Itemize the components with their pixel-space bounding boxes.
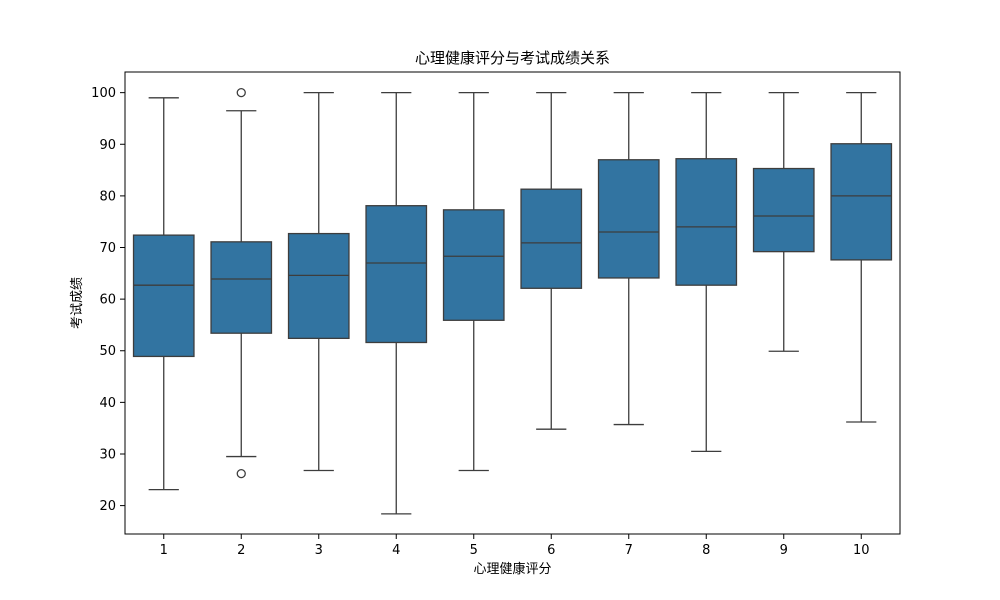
box-group xyxy=(597,91,660,426)
box-group xyxy=(442,91,505,472)
x-tick-label: 8 xyxy=(702,543,710,558)
iqr-box xyxy=(132,234,195,358)
x-tick-label: 6 xyxy=(547,543,555,558)
x-tick-label: 4 xyxy=(392,543,400,558)
box-group xyxy=(365,91,428,515)
box-group xyxy=(132,97,195,491)
box-group xyxy=(675,91,738,453)
x-tick-label: 2 xyxy=(237,543,245,558)
y-tick-label: 100 xyxy=(91,86,116,101)
iqr-box xyxy=(675,158,738,286)
plot-boxes xyxy=(132,87,893,515)
iqr-box xyxy=(365,205,428,344)
x-tick-label: 10 xyxy=(853,543,870,558)
box-group xyxy=(520,91,583,430)
y-tick-label: 60 xyxy=(99,293,116,308)
iqr-box xyxy=(830,143,893,261)
y-tick-label: 40 xyxy=(99,396,116,411)
x-tick-label: 1 xyxy=(160,543,168,558)
iqr-box xyxy=(520,188,583,289)
box-group xyxy=(830,91,893,423)
y-tick-label: 70 xyxy=(99,241,116,256)
box-group xyxy=(287,91,350,472)
box-group xyxy=(752,91,815,352)
chart-title: 心理健康评分与考试成绩关系 xyxy=(415,49,610,67)
plot-frame xyxy=(124,71,901,535)
x-tick-label: 3 xyxy=(315,543,323,558)
x-tick-label: 7 xyxy=(625,543,633,558)
x-axis-title: 心理健康评分 xyxy=(473,561,551,577)
iqr-box xyxy=(210,241,273,334)
x-tick-label: 9 xyxy=(780,543,788,558)
y-tick-label: 20 xyxy=(99,499,116,514)
y-axis-title: 考试成绩 xyxy=(70,277,85,329)
iqr-box xyxy=(442,209,505,321)
y-tick-label: 50 xyxy=(99,344,116,359)
x-axis: 1 2 3 4 5 6 7 8 9 10 xyxy=(160,534,870,558)
iqr-box xyxy=(597,159,660,279)
x-tick-label: 5 xyxy=(470,543,478,558)
y-tick-label: 90 xyxy=(99,138,116,153)
outlier-point xyxy=(236,87,246,98)
iqr-box xyxy=(752,167,815,253)
y-tick-label: 80 xyxy=(99,189,116,204)
iqr-box xyxy=(287,232,350,340)
y-axis: 20 30 40 50 60 70 80 90 100 xyxy=(91,86,125,514)
y-tick-label: 30 xyxy=(99,447,116,462)
box-group xyxy=(210,87,273,479)
outlier-point xyxy=(236,468,246,479)
